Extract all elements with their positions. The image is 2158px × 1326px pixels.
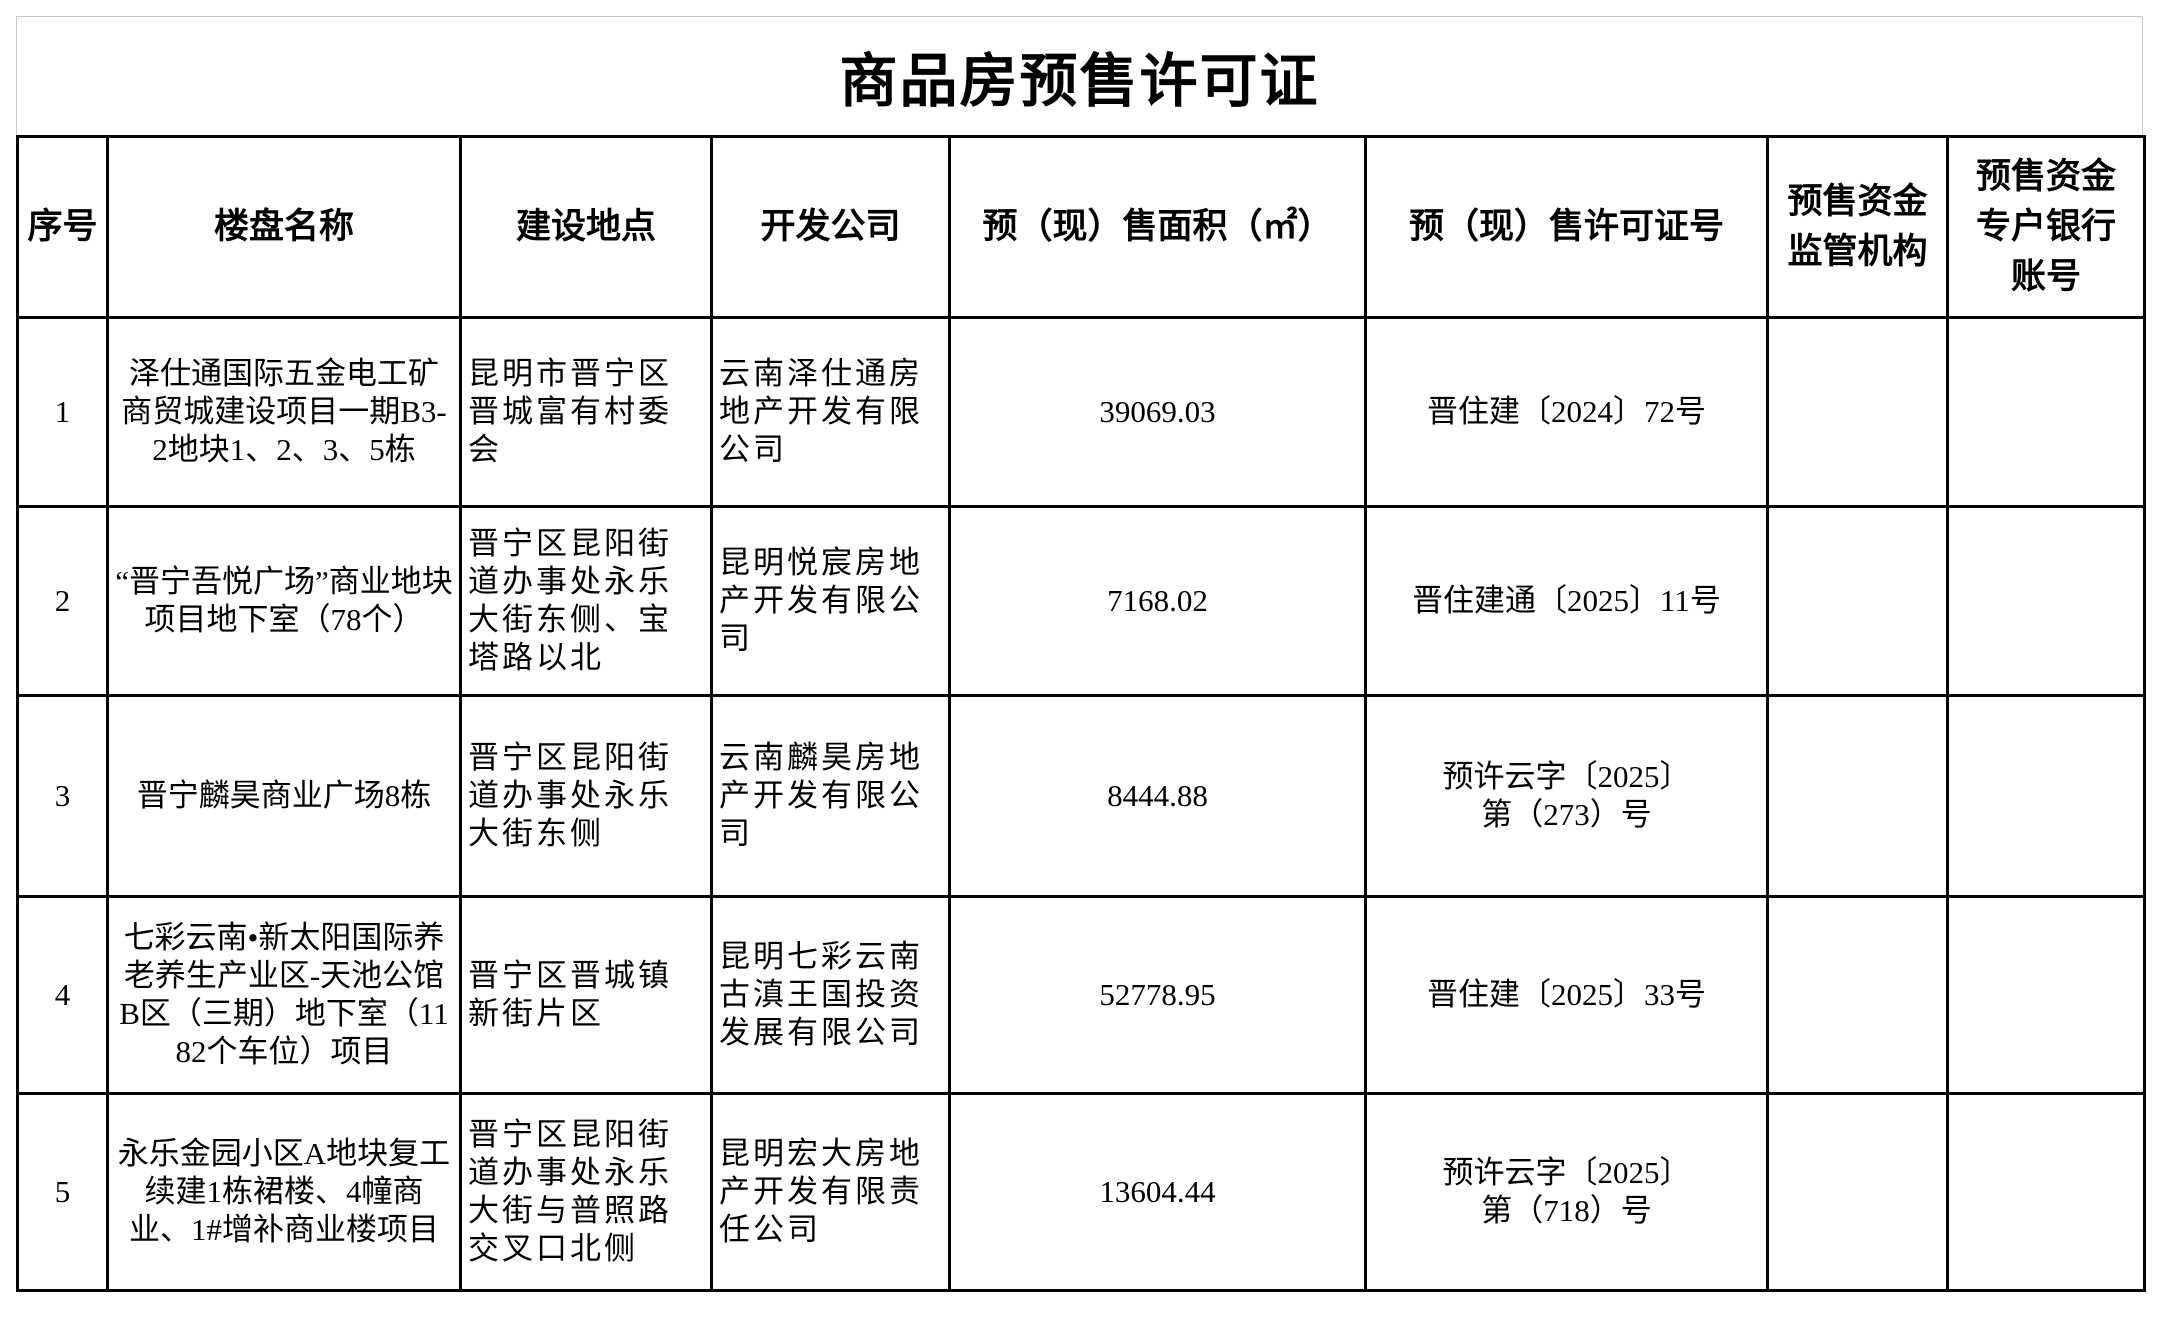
table-row: 5 永乐金园小区A地块复工续建1栋裙楼、4幢商业、1#增补商业楼项目 晋宁区昆阳…	[16, 1092, 2146, 1292]
cell-area: 39069.03	[948, 316, 1367, 508]
cell-account	[1946, 316, 2146, 508]
cell-company: 云南麟昊房地产开发有限公司	[710, 694, 951, 898]
cell-account	[1946, 505, 2146, 697]
cell-area: 8444.88	[948, 694, 1367, 898]
cell-company: 昆明七彩云南古滇王国投资发展有限公司	[710, 895, 951, 1095]
header-location: 建设地点	[459, 135, 713, 319]
cell-supervisor	[1766, 505, 1949, 697]
cell-name: “晋宁吾悦广场”商业地块项目地下室（78个）	[106, 505, 462, 697]
cell-permit: 预许云字〔2025〕第（273）号	[1364, 694, 1769, 898]
cell-location: 晋宁区昆阳街道办事处永乐大街与普照路交叉口北侧	[459, 1092, 713, 1292]
header-name: 楼盘名称	[106, 135, 462, 319]
cell-area: 7168.02	[948, 505, 1367, 697]
header-area: 预（现）售面积（㎡）	[948, 135, 1367, 319]
cell-area: 13604.44	[948, 1092, 1367, 1292]
header-no: 序号	[16, 135, 109, 319]
table-row: 1 泽仕通国际五金电工矿商贸城建设项目一期B3-2地块1、2、3、5栋 昆明市晋…	[16, 316, 2146, 508]
cell-no: 2	[16, 505, 109, 697]
header-row: 序号 楼盘名称 建设地点 开发公司 预（现）售面积（㎡） 预（现）售许可证号 预…	[16, 135, 2146, 319]
cell-company: 昆明宏大房地产开发有限责任公司	[710, 1092, 951, 1292]
table-row: 4 七彩云南•新太阳国际养老养生产业区-天池公馆B区（三期）地下室（1182个车…	[16, 895, 2146, 1095]
cell-permit: 晋住建通〔2025〕11号	[1364, 505, 1769, 697]
cell-permit: 晋住建〔2024〕72号	[1364, 316, 1769, 508]
header-company: 开发公司	[710, 135, 951, 319]
cell-permit: 晋住建〔2025〕33号	[1364, 895, 1769, 1095]
document-title-box: 商品房预售许可证	[16, 16, 2143, 135]
cell-no: 5	[16, 1092, 109, 1292]
header-supervisor: 预售资金监管机构	[1766, 135, 1949, 319]
table-row: 3 晋宁麟昊商业广场8栋 晋宁区昆阳街道办事处永乐大街东侧 云南麟昊房地产开发有…	[16, 694, 2146, 898]
cell-name: 七彩云南•新太阳国际养老养生产业区-天池公馆B区（三期）地下室（1182个车位）…	[106, 895, 462, 1095]
cell-location: 昆明市晋宁区晋城富有村委会	[459, 316, 713, 508]
cell-account	[1946, 1092, 2146, 1292]
cell-supervisor	[1766, 316, 1949, 508]
cell-company: 云南泽仕通房地产开发有限公司	[710, 316, 951, 508]
table-row: 2 “晋宁吾悦广场”商业地块项目地下室（78个） 晋宁区昆阳街道办事处永乐大街东…	[16, 505, 2146, 697]
cell-no: 4	[16, 895, 109, 1095]
cell-location: 晋宁区昆阳街道办事处永乐大街东侧、宝塔路以北	[459, 505, 713, 697]
cell-name: 永乐金园小区A地块复工续建1栋裙楼、4幢商业、1#增补商业楼项目	[106, 1092, 462, 1292]
cell-area: 52778.95	[948, 895, 1367, 1095]
cell-no: 3	[16, 694, 109, 898]
cell-location: 晋宁区昆阳街道办事处永乐大街东侧	[459, 694, 713, 898]
document-title: 商品房预售许可证	[839, 49, 1320, 114]
cell-account	[1946, 694, 2146, 898]
header-permit: 预（现）售许可证号	[1364, 135, 1769, 319]
cell-supervisor	[1766, 895, 1949, 1095]
header-account: 预售资金专户银行账号	[1946, 135, 2146, 319]
presale-permit-table: 序号 楼盘名称 建设地点 开发公司 预（现）售面积（㎡） 预（现）售许可证号 预…	[16, 135, 2146, 1292]
cell-name: 泽仕通国际五金电工矿商贸城建设项目一期B3-2地块1、2、3、5栋	[106, 316, 462, 508]
cell-no: 1	[16, 316, 109, 508]
cell-location: 晋宁区晋城镇新街片区	[459, 895, 713, 1095]
cell-account	[1946, 895, 2146, 1095]
cell-supervisor	[1766, 1092, 1949, 1292]
cell-permit: 预许云字〔2025〕第（718）号	[1364, 1092, 1769, 1292]
cell-name: 晋宁麟昊商业广场8栋	[106, 694, 462, 898]
cell-supervisor	[1766, 694, 1949, 898]
cell-company: 昆明悦宸房地产开发有限公司	[710, 505, 951, 697]
